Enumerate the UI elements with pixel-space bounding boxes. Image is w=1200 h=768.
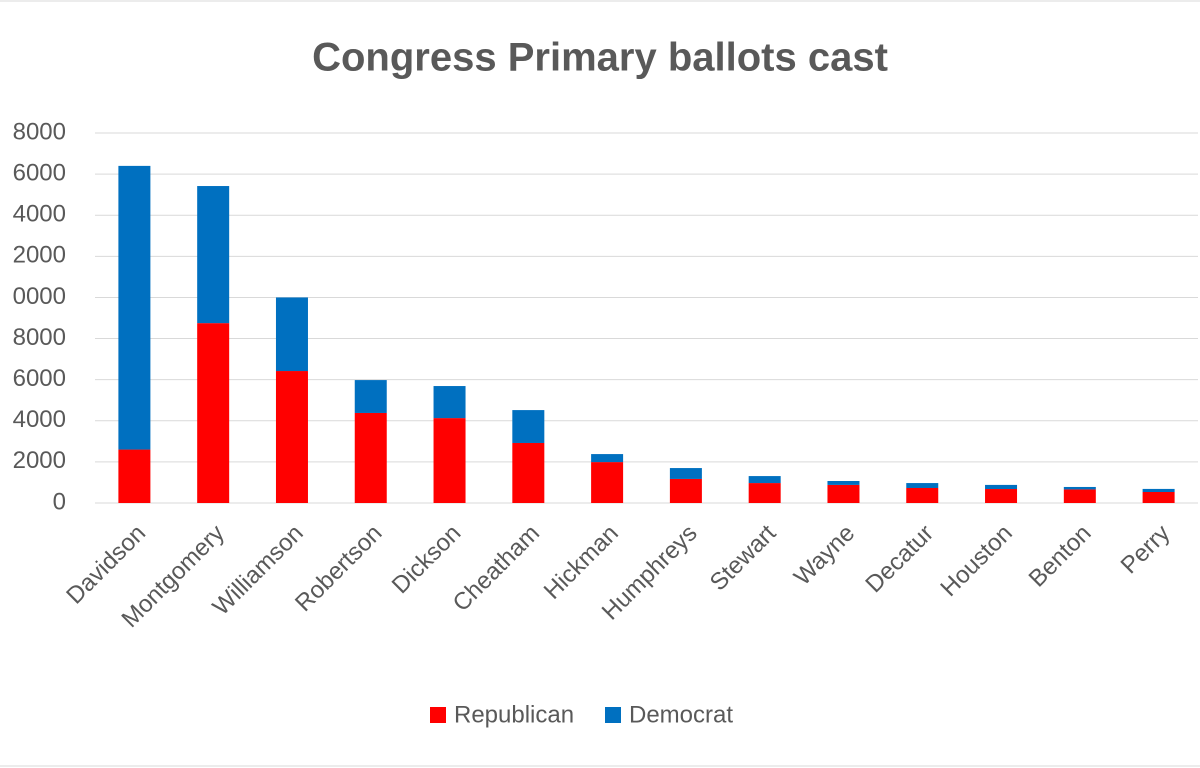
bar-segment bbox=[985, 484, 1018, 490]
legend-label: Republican bbox=[454, 701, 574, 728]
legend-label: Democrat bbox=[629, 701, 733, 728]
bar-segment bbox=[1063, 486, 1096, 490]
bar-segment bbox=[197, 186, 230, 324]
bar-segment bbox=[354, 380, 387, 413]
x-tick-label: Wayne bbox=[789, 520, 860, 591]
bar-segment bbox=[1063, 489, 1096, 503]
y-tick-label: 6000 bbox=[13, 365, 66, 392]
bar-segment bbox=[118, 165, 151, 450]
bar-segment bbox=[748, 483, 781, 503]
x-tick-label: Dickson bbox=[387, 520, 466, 599]
bar-segment bbox=[433, 386, 466, 419]
bar-segment bbox=[1142, 492, 1175, 503]
bar-segment bbox=[906, 487, 939, 503]
y-tick-label: 8000 bbox=[13, 324, 66, 351]
x-tick-label: Houston bbox=[935, 520, 1017, 602]
legend-swatch bbox=[605, 707, 621, 723]
bar-segment bbox=[748, 476, 781, 484]
bar-segment bbox=[197, 323, 230, 503]
bar-segment bbox=[512, 442, 545, 503]
bar-segment bbox=[433, 418, 466, 503]
y-tick-label: 2000 bbox=[13, 242, 66, 269]
bar-segment bbox=[275, 371, 308, 503]
bar-segment bbox=[906, 483, 939, 488]
bar-segment bbox=[827, 481, 860, 485]
y-tick-label: 2000 bbox=[13, 447, 66, 474]
legend-swatch bbox=[430, 707, 446, 723]
y-tick-label: 8000 bbox=[13, 118, 66, 145]
bar-segment bbox=[591, 454, 624, 463]
bar-segment bbox=[354, 412, 387, 503]
x-tick-label: Perry bbox=[1116, 520, 1176, 580]
y-tick-label: 4000 bbox=[13, 201, 66, 228]
bar-segment bbox=[1142, 488, 1175, 493]
x-tick-label: Benton bbox=[1024, 520, 1097, 593]
y-tick-label: 0000 bbox=[13, 283, 66, 310]
bar-segment bbox=[827, 484, 860, 503]
x-tick-label: Robertson bbox=[290, 520, 387, 617]
x-tick-label: Cheatham bbox=[448, 520, 545, 617]
bar-segment bbox=[118, 449, 151, 503]
bar-segment bbox=[669, 478, 702, 503]
x-tick-label: Decatur bbox=[860, 520, 939, 599]
y-tick-label: 4000 bbox=[13, 406, 66, 433]
chart-title: Congress Primary ballots cast bbox=[312, 36, 888, 80]
bar-segment bbox=[985, 489, 1018, 503]
y-tick-label: 6000 bbox=[13, 159, 66, 186]
bar-segment bbox=[591, 462, 624, 503]
y-tick-label: 0 bbox=[53, 488, 66, 515]
x-tick-label: Stewart bbox=[705, 519, 782, 596]
bar-segment bbox=[275, 297, 308, 372]
bar-segment bbox=[669, 468, 702, 479]
bar-segment bbox=[512, 410, 545, 443]
